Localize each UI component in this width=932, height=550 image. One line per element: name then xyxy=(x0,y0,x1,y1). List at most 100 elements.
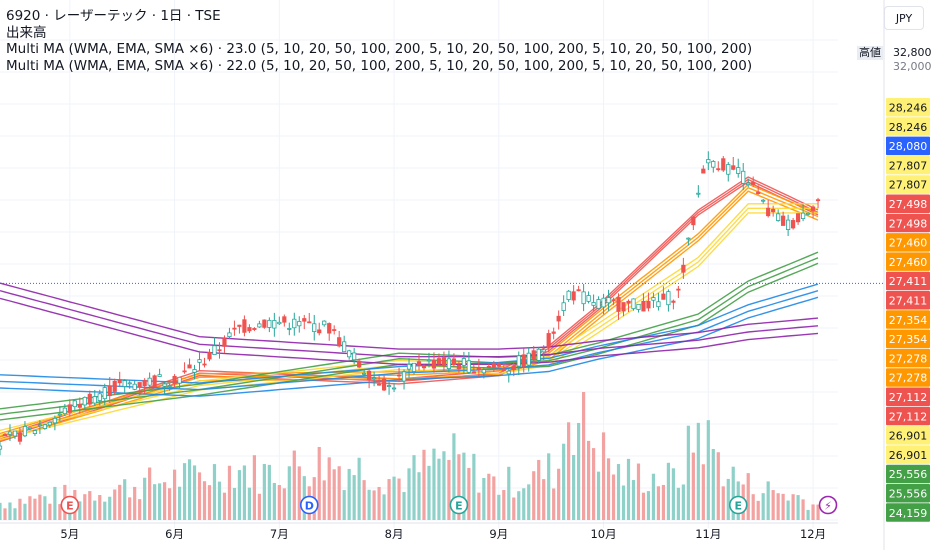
candle-body xyxy=(541,349,546,353)
volume-bar xyxy=(148,467,152,520)
volume-legend[interactable]: 出来高 xyxy=(6,24,47,41)
volume-bar xyxy=(796,495,800,520)
candle-body xyxy=(446,358,452,370)
candle-body xyxy=(566,290,571,301)
volume-bar xyxy=(118,484,122,520)
volume-bar xyxy=(83,494,87,520)
candle-body xyxy=(0,445,3,450)
volume-bar xyxy=(542,479,546,520)
candle-body xyxy=(327,323,332,334)
volume-bar xyxy=(801,499,805,520)
candle-body xyxy=(486,365,491,368)
candle-body xyxy=(726,164,731,175)
volume-bar xyxy=(287,466,291,520)
volume-bar xyxy=(38,494,42,520)
price-tag-bg-8 xyxy=(886,252,930,271)
price-tag-label-15: 27,112 xyxy=(889,391,928,404)
volume-bar xyxy=(387,479,391,520)
price-tag-bg-1 xyxy=(886,117,930,136)
price-tag-label-20: 25,556 xyxy=(889,488,928,501)
candle-body xyxy=(676,288,681,291)
candle-body xyxy=(17,432,23,442)
candle-body xyxy=(636,303,641,310)
candle-body xyxy=(322,320,327,326)
volume-bar xyxy=(691,452,695,520)
candle-body xyxy=(347,350,352,358)
volume-bar xyxy=(462,452,466,520)
symbol-title[interactable]: 6920 · レーザーテック · 1日 · TSE xyxy=(6,8,221,24)
candle-body xyxy=(411,362,417,372)
chart-legend: 6920 · レーザーテック · 1日 · TSE 出来高 Multi MA (… xyxy=(6,8,752,74)
candle-body xyxy=(337,337,342,347)
candle-body xyxy=(795,213,801,223)
price-tag-label-6: 27,498 xyxy=(889,217,928,230)
volume-bar xyxy=(367,489,371,520)
volume-bar xyxy=(8,502,12,520)
volume-bar xyxy=(671,468,675,520)
volume-bar xyxy=(23,503,27,520)
candle-body xyxy=(187,364,192,369)
candle-body xyxy=(491,362,496,368)
price-tag-label-13: 27,278 xyxy=(889,352,928,365)
volume-bar xyxy=(88,491,92,520)
candle-body xyxy=(42,424,47,429)
volume-bar xyxy=(407,468,411,520)
multi-ma-legend-2[interactable]: Multi MA (WMA, EMA, SMA ×6) · 22.0 (5, 1… xyxy=(6,57,753,74)
candle-body xyxy=(222,338,227,347)
volume-bar xyxy=(816,504,820,520)
candle-body xyxy=(292,318,297,329)
candle-body xyxy=(810,206,816,211)
candle-body xyxy=(396,374,402,377)
price-tag-label-18: 26,901 xyxy=(889,449,928,462)
multi-ma-legend-1[interactable]: Multi MA (WMA, EMA, SMA ×6) · 23.0 (5, 1… xyxy=(6,41,753,57)
price-tag-label-10: 27,411 xyxy=(889,295,928,308)
price-tag-bg-21 xyxy=(886,503,930,522)
candle-body xyxy=(551,331,556,334)
volume-bar xyxy=(332,469,336,520)
volume-bar xyxy=(138,499,142,520)
candle-body xyxy=(162,383,167,387)
price-tag-bg-10 xyxy=(886,291,930,310)
event-marker-circle-4 xyxy=(818,495,838,515)
volume-bar xyxy=(442,451,446,520)
candle-body xyxy=(332,329,337,331)
volume-bar xyxy=(557,468,561,520)
price-tag-bg-18 xyxy=(886,445,930,464)
x-axis: 5月 6月 7月 8月 9月 10月 11月 12月 xyxy=(0,522,838,541)
volume-bar xyxy=(432,448,436,520)
candle-body xyxy=(451,358,457,366)
candle-body xyxy=(192,369,197,373)
price-tag-bg-15 xyxy=(886,387,930,406)
candle-body xyxy=(122,380,127,387)
candle-body xyxy=(631,298,636,310)
event-marker-label-0: E xyxy=(66,500,74,513)
candle-body xyxy=(805,212,811,215)
volume-bar xyxy=(681,484,685,520)
price-tag-bg-11 xyxy=(886,310,930,329)
currency-button[interactable]: JPY xyxy=(884,6,924,30)
volume-bar xyxy=(621,485,626,520)
volume-bar xyxy=(726,478,730,520)
candle-body xyxy=(426,359,432,362)
volume-bar xyxy=(706,420,710,520)
volume-bar xyxy=(342,490,346,520)
candle-body xyxy=(352,352,357,361)
candle-body xyxy=(471,371,476,374)
candle-body xyxy=(217,349,222,352)
candle-body xyxy=(771,208,776,213)
price-tag-label-14: 27,278 xyxy=(889,372,928,385)
candle-body xyxy=(342,341,347,353)
candle-body xyxy=(252,328,257,330)
volume-bar xyxy=(572,454,576,520)
volume-bar xyxy=(392,476,396,520)
event-marker-circle-1 xyxy=(299,495,319,515)
candle-body xyxy=(391,387,397,390)
volume-bar xyxy=(372,490,376,520)
volume-bar xyxy=(776,493,780,520)
volume-bar xyxy=(242,465,247,520)
volume-bar xyxy=(811,504,815,520)
volume-bar xyxy=(48,503,52,520)
volume-bar xyxy=(382,494,386,520)
candle-body xyxy=(92,396,97,404)
